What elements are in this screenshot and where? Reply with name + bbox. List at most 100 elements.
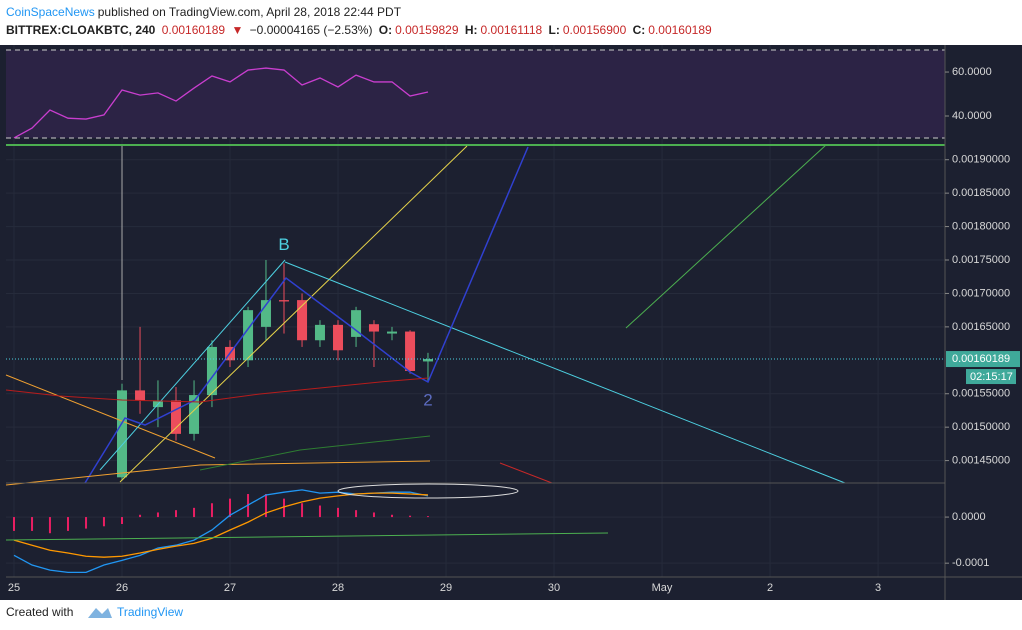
candle-body	[171, 400, 182, 434]
macd-histogram-bar	[66, 517, 69, 531]
candle-body	[260, 300, 271, 327]
footer-created: Created with	[6, 605, 73, 619]
y-tick-label: 60.0000	[952, 66, 992, 78]
drawing-line	[499, 462, 553, 484]
candle-body	[314, 324, 325, 341]
candle-body	[206, 346, 217, 396]
candle-body	[387, 331, 398, 334]
tv-logo[interactable]	[88, 608, 112, 618]
drawings	[5, 45, 1022, 600]
macd-histogram-bar	[391, 514, 394, 518]
drawing-line	[5, 532, 609, 541]
last-price-tag	[946, 351, 1020, 368]
candle-body	[243, 310, 254, 361]
drawing-line	[5, 374, 216, 459]
x-tick-label: 30	[548, 582, 560, 594]
moving-average	[199, 435, 431, 471]
candle-body	[189, 395, 200, 434]
y-tick-label: 0.00165000	[952, 321, 1010, 333]
x-tick-label: 2	[767, 582, 773, 594]
signal-line	[13, 492, 429, 558]
macd-histogram-bar	[229, 498, 232, 518]
high: 0.00161118	[480, 23, 543, 37]
y-tick-label: 0.00145000	[952, 455, 1010, 467]
symbol-line: BITTREX:CLOAKBTC, 240 0.00160189 ▼ −0.00…	[6, 23, 715, 37]
close: 0.00160189	[648, 23, 712, 37]
x-tick-label: 28	[332, 582, 344, 594]
x-tick-label: 26	[116, 582, 128, 594]
candle-body	[405, 331, 416, 372]
author[interactable]: CoinSpaceNews	[6, 5, 95, 19]
y-tick-label: 0.00185000	[952, 187, 1010, 199]
y-tick-label: -0.0001	[952, 557, 989, 569]
macd-histogram-bar	[355, 510, 358, 518]
macd-histogram-bar	[318, 505, 321, 518]
publish-line: CoinSpaceNews published on TradingView.co…	[6, 5, 404, 19]
y-tick-label: 0.00155000	[952, 388, 1010, 400]
x-tick-label: 3	[875, 582, 881, 594]
y-tick-label: 0.00170000	[952, 287, 1010, 299]
macd-histogram-bar	[426, 516, 429, 518]
macd-histogram-bar	[210, 503, 213, 518]
y-tick-label: 0.00175000	[952, 254, 1010, 266]
candle-body	[351, 310, 362, 337]
arrow: ▼	[231, 23, 244, 37]
x-tick-label: 27	[224, 582, 236, 594]
macd-histogram-bar	[139, 514, 142, 518]
macd-histogram-bar	[193, 507, 196, 518]
footer-brand[interactable]: TradingView	[117, 605, 183, 619]
macd-histogram-bar	[102, 517, 105, 527]
countdown-tag	[966, 369, 1016, 385]
annotation: 2	[423, 391, 432, 410]
candle-body	[333, 324, 344, 351]
last: 0.00160189	[161, 23, 226, 37]
marks	[12, 67, 433, 574]
h-label: H:	[464, 23, 478, 37]
y-tick-label: 0.00150000	[952, 421, 1010, 433]
macd-histogram-bar	[301, 503, 304, 518]
x-tick-label: 29	[440, 582, 452, 594]
candle-body	[297, 300, 308, 341]
x-tick-label: May	[652, 582, 673, 594]
drawing-ellipse	[337, 483, 519, 499]
drawing-line	[99, 259, 286, 471]
last-price-label: 0.00160189	[952, 353, 1010, 365]
macd-histogram-bar	[12, 517, 15, 531]
drawing-line	[284, 261, 846, 484]
candle-body	[116, 390, 127, 478]
o-label: O:	[378, 23, 393, 37]
y-tick-label: 0.00190000	[952, 154, 1010, 166]
macd-histogram-bar	[48, 517, 51, 534]
candle-body	[422, 359, 433, 362]
macd-histogram-bar	[31, 517, 34, 531]
macd-histogram-bar	[156, 512, 159, 518]
drawing-line	[119, 145, 468, 483]
macd-histogram-bar	[120, 517, 123, 524]
annotation: B	[278, 235, 289, 254]
macd-histogram-bar	[264, 494, 267, 518]
moving-average	[5, 460, 431, 486]
macd-histogram-bar	[283, 498, 286, 518]
x-tick-label: 25	[8, 582, 20, 594]
rsi-line	[13, 67, 429, 139]
grid	[6, 45, 945, 577]
macd-histogram-bar	[175, 510, 178, 518]
y-tick-label: 0.0000	[952, 511, 986, 523]
y-tick-label: 0.00180000	[952, 220, 1010, 232]
candle-body	[279, 300, 290, 302]
macd-histogram-bar	[409, 515, 412, 518]
macd-histogram-bar	[372, 512, 375, 518]
candle-body	[368, 324, 379, 332]
macd-histogram-bar	[337, 507, 340, 518]
footer-bg	[0, 600, 1022, 630]
symbol: BITTREX:CLOAKBTC, 240	[6, 23, 156, 37]
moving-average	[5, 377, 429, 403]
macd-histogram-bar	[85, 517, 88, 529]
change: −0.00004165 (−2.53%)	[249, 23, 373, 37]
l-label: L:	[548, 23, 560, 37]
drawing-line	[625, 144, 827, 329]
countdown: 02:15:17	[970, 371, 1013, 383]
candle-body	[135, 390, 146, 401]
